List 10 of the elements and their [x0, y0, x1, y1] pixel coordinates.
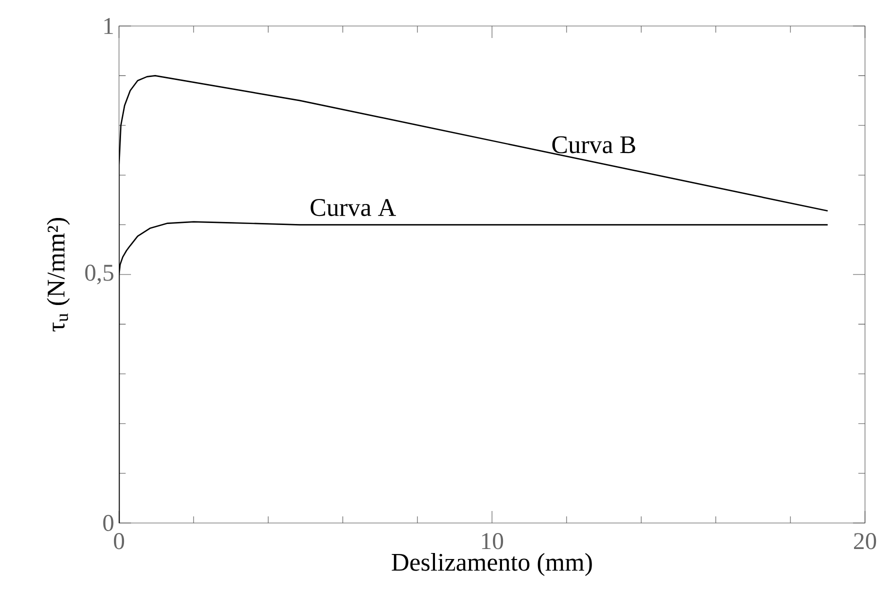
y-axis-title: τ$_{u}$ (N/mm²) [46, 218, 70, 332]
x-tick-label: 10 [482, 533, 504, 550]
y-tick-label: 1 [104, 18, 113, 34]
x-axis-title: Deslizamento (mm) [392, 553, 592, 576]
y-tick-label: 0,5 [85, 264, 114, 284]
series-label: Curva A [310, 199, 396, 216]
series-label: Curva B [552, 136, 636, 154]
x-tick-label: 20 [854, 533, 876, 550]
x-tick-label: 0 [114, 533, 124, 550]
y-tick-label: 0 [103, 514, 114, 532]
